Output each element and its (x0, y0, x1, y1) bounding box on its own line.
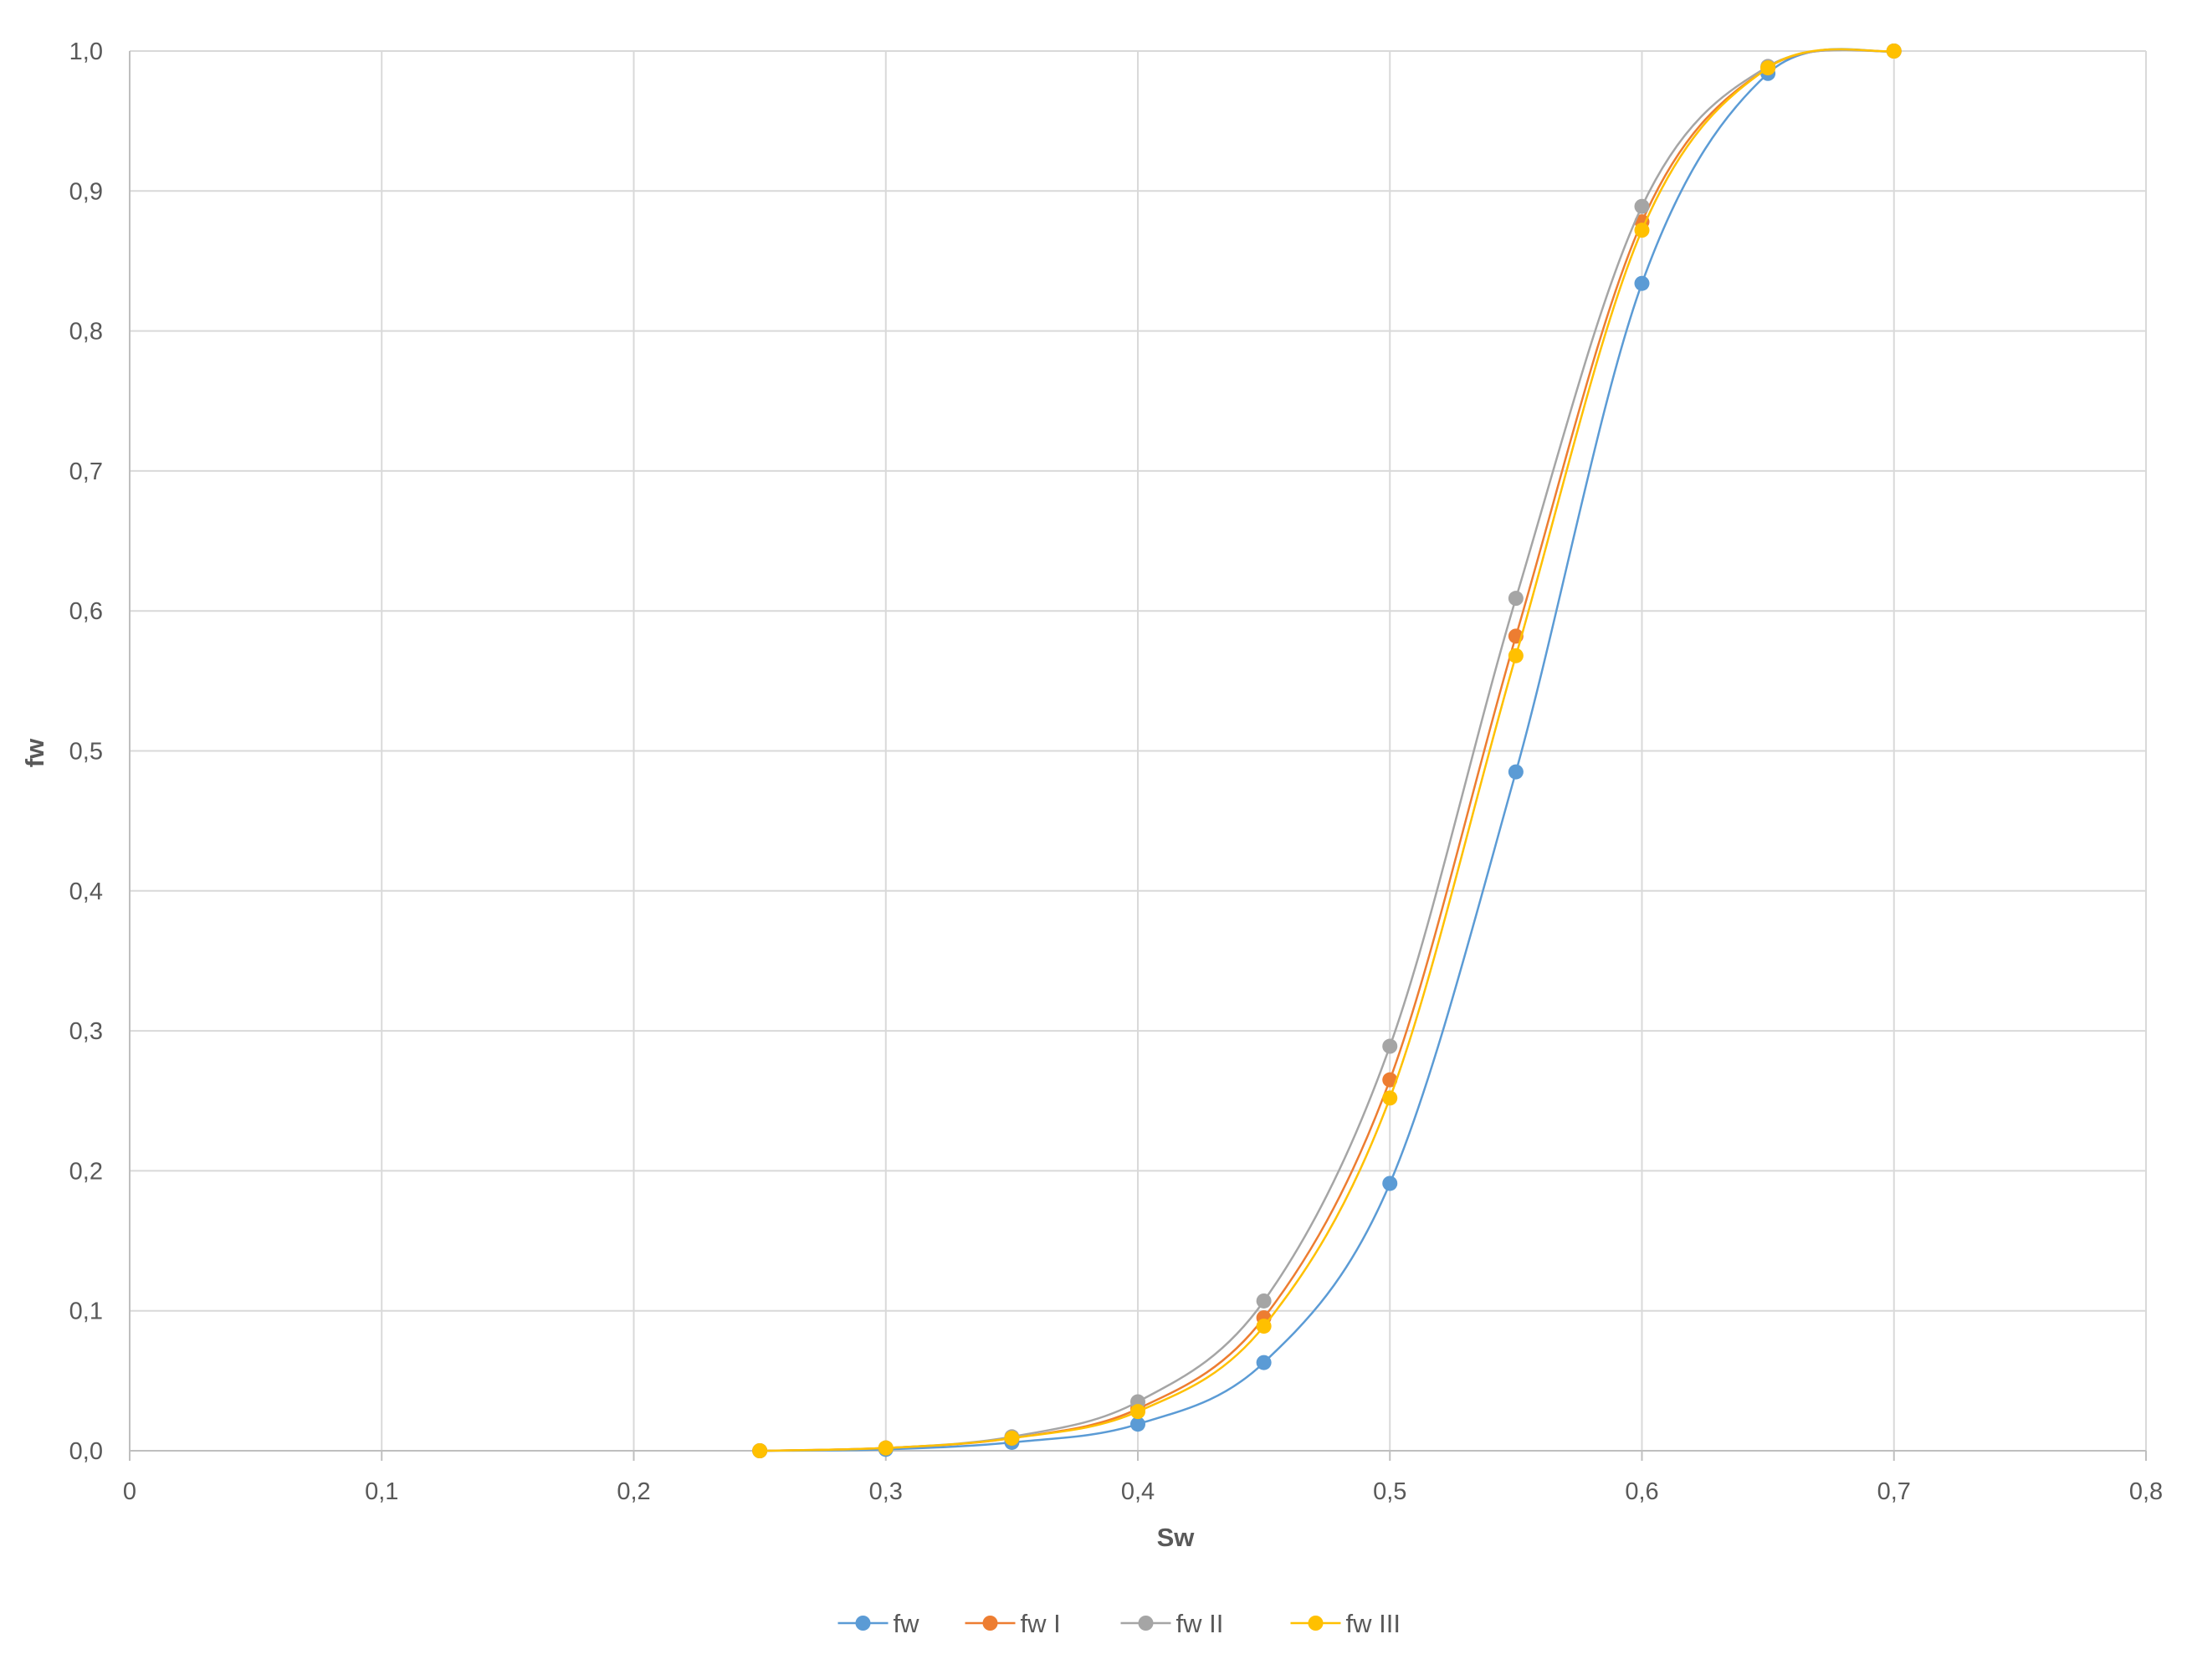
legend-item: fw I (965, 1609, 1061, 1638)
data-point (752, 1443, 768, 1458)
legend-label: fw (894, 1609, 920, 1638)
y-tick-label: 1,0 (69, 38, 103, 65)
data-point (1004, 1430, 1020, 1446)
data-point (1634, 198, 1650, 214)
x-tick-label: 0,4 (1121, 1478, 1155, 1505)
data-point (1382, 1038, 1398, 1054)
x-tick-label: 0,7 (1877, 1478, 1911, 1505)
legend: fw fw I fw II fw III (837, 1609, 1401, 1638)
x-axis-title: Sw (1157, 1523, 1196, 1552)
y-tick-label: 0,2 (69, 1158, 103, 1185)
y-tick-label: 0,7 (69, 458, 103, 485)
series-3 (752, 44, 1902, 1458)
data-point (1508, 591, 1524, 607)
y-tick-label: 0,4 (69, 878, 103, 905)
gridlines (130, 50, 2147, 1451)
series-line (760, 48, 1894, 1452)
data-point (1634, 275, 1650, 291)
data-point (878, 1440, 894, 1456)
y-tick-label: 0,0 (69, 1438, 103, 1465)
data-point (1382, 1072, 1398, 1088)
data-point (1634, 223, 1650, 238)
x-tick-label: 0,8 (2129, 1478, 2163, 1505)
legend-marker (1138, 1616, 1154, 1631)
y-tick-label: 0,1 (69, 1298, 103, 1325)
legend-item: fw (837, 1609, 920, 1638)
data-point (1382, 1090, 1398, 1106)
data-point (1508, 764, 1524, 780)
y-tick-label: 0,9 (69, 178, 103, 205)
y-axis-title: fw (20, 738, 49, 767)
legend-item: fw III (1290, 1609, 1401, 1638)
y-tick-label: 0,6 (69, 598, 103, 625)
data-point (1382, 1175, 1398, 1191)
legend-marker (1308, 1616, 1324, 1631)
legend-marker (855, 1616, 871, 1631)
data-point (1760, 60, 1776, 76)
y-tick-label: 0,8 (69, 319, 103, 346)
axes (129, 51, 2147, 1461)
series-group (752, 44, 1902, 1458)
series-line (760, 48, 1894, 1452)
legend-label: fw II (1176, 1609, 1224, 1638)
data-point (1130, 1416, 1145, 1432)
legend-item: fw II (1120, 1609, 1224, 1638)
data-point (1508, 648, 1524, 663)
x-tick-label: 0,3 (869, 1478, 903, 1505)
y-tick-label: 0,3 (69, 1018, 103, 1045)
data-point (1256, 1319, 1272, 1334)
legend-label: fw I (1021, 1609, 1061, 1638)
data-point (1256, 1293, 1272, 1309)
data-point (1256, 1355, 1272, 1370)
legend-marker (982, 1616, 998, 1631)
y-tick-label: 0,5 (69, 739, 103, 766)
data-point (1130, 1404, 1145, 1420)
legend-label: fw III (1346, 1609, 1401, 1638)
x-tick-label: 0,6 (1625, 1478, 1658, 1505)
x-tick-label: 0 (123, 1478, 136, 1505)
x-tick-label: 0,2 (617, 1478, 650, 1505)
data-point (1886, 44, 1902, 59)
x-tick-labels: 0 0,1 0,2 0,3 0,4 0,5 0,6 0,7 0,8 (123, 1478, 2163, 1505)
y-tick-labels: 0,0 0,1 0,2 0,3 0,4 0,5 0,6 0,7 0,8 0,9 1,0 (69, 38, 103, 1465)
x-tick-label: 0,1 (365, 1478, 398, 1505)
x-tick-label: 0,5 (1373, 1478, 1406, 1505)
